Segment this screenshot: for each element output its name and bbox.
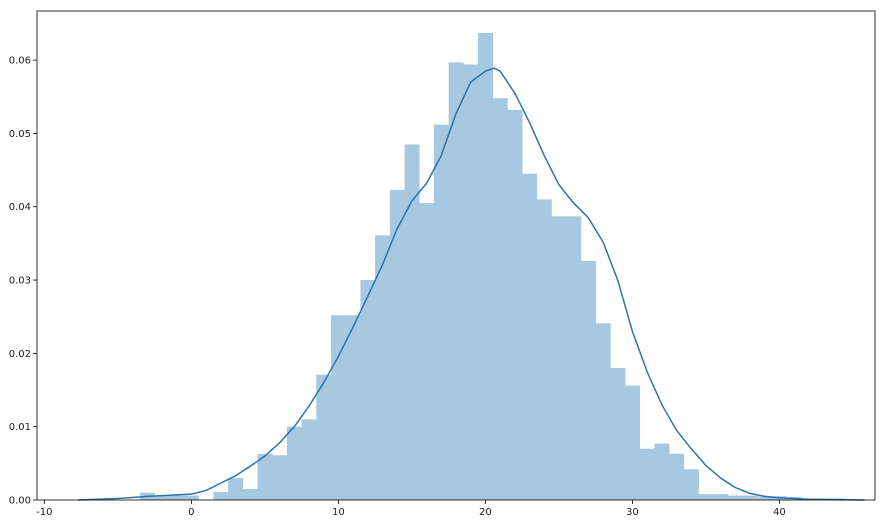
histogram-bar xyxy=(713,494,729,500)
histogram-bar xyxy=(301,419,317,500)
histogram-bar xyxy=(228,478,244,500)
histogram-bar xyxy=(595,323,611,500)
histogram-bar xyxy=(242,489,258,500)
histogram-bar xyxy=(448,62,464,500)
histogram-bar xyxy=(639,448,655,500)
histogram-bar xyxy=(757,496,773,500)
histogram-bar xyxy=(727,495,743,500)
histogram-bar xyxy=(654,443,670,500)
histogram-bar xyxy=(683,469,699,500)
histogram-bar xyxy=(286,426,302,500)
histogram-bar xyxy=(507,109,523,500)
x-tick-label: 30 xyxy=(626,507,639,518)
y-tick-label: 0.05 xyxy=(9,129,31,140)
histogram-bar xyxy=(257,453,273,500)
histogram-bar xyxy=(184,495,200,500)
y-tick-label: 0.00 xyxy=(9,496,31,507)
histogram-bar xyxy=(669,453,685,500)
histogram-bar xyxy=(463,64,479,501)
y-tick-label: 0.06 xyxy=(9,56,31,67)
x-tick-label: -10 xyxy=(36,507,52,518)
histogram-bar xyxy=(536,199,552,501)
histogram-bar xyxy=(404,144,420,500)
histogram-bar xyxy=(272,455,288,500)
histogram-bar xyxy=(522,173,538,500)
histogram-bar xyxy=(345,315,361,500)
y-tick-label: 0.03 xyxy=(9,276,31,287)
x-tick-label: 20 xyxy=(479,507,492,518)
plot-frame xyxy=(36,10,876,501)
x-tick-label: 10 xyxy=(332,507,345,518)
y-axis-ticks: 0.00 0.01 0.02 0.03 0.04 0.05 0.06 xyxy=(9,56,37,507)
x-tick-label: 0 xyxy=(188,507,194,518)
histogram-bar xyxy=(433,124,449,500)
histogram-bar xyxy=(389,189,405,500)
histogram-bar xyxy=(419,203,435,500)
x-axis-ticks: -10 0 10 20 30 40 xyxy=(36,500,786,518)
histogram-bar xyxy=(625,385,641,500)
histogram-bar xyxy=(360,280,376,500)
histogram-bar xyxy=(698,494,714,500)
kde-curve xyxy=(78,67,865,501)
histogram-bar xyxy=(316,374,332,500)
histogram-bar xyxy=(551,216,567,500)
histogram-bar xyxy=(478,32,494,501)
histogram-bar xyxy=(492,98,508,501)
y-tick-label: 0.04 xyxy=(9,202,31,213)
histogram-bar xyxy=(375,235,391,500)
histogram-bar xyxy=(580,261,596,500)
y-tick-label: 0.01 xyxy=(9,422,31,433)
histogram-bar xyxy=(566,216,582,500)
histogram-bar xyxy=(610,368,626,500)
histogram-bar xyxy=(331,315,347,500)
histogram-bar xyxy=(213,491,229,500)
x-tick-label: 40 xyxy=(773,507,786,518)
histogram-bar xyxy=(154,495,170,500)
histogram-bar xyxy=(169,495,185,500)
histogram-bar xyxy=(742,495,758,500)
histogram-bars xyxy=(139,32,846,501)
y-tick-label: 0.02 xyxy=(9,349,31,360)
